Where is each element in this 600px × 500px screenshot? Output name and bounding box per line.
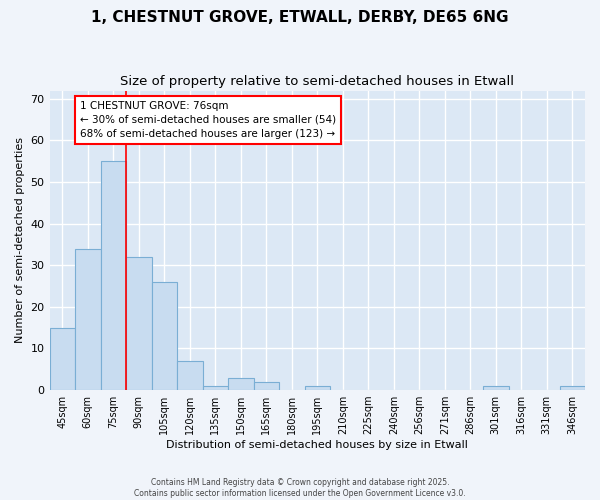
Bar bbox=[50, 328, 75, 390]
Text: 1, CHESTNUT GROVE, ETWALL, DERBY, DE65 6NG: 1, CHESTNUT GROVE, ETWALL, DERBY, DE65 6… bbox=[91, 10, 509, 25]
Bar bbox=[228, 378, 254, 390]
Y-axis label: Number of semi-detached properties: Number of semi-detached properties bbox=[15, 138, 25, 344]
Text: Contains HM Land Registry data © Crown copyright and database right 2025.
Contai: Contains HM Land Registry data © Crown c… bbox=[134, 478, 466, 498]
Bar bbox=[483, 386, 509, 390]
Bar bbox=[177, 361, 203, 390]
Bar bbox=[101, 162, 126, 390]
Bar bbox=[126, 257, 152, 390]
Bar bbox=[560, 386, 585, 390]
Bar bbox=[203, 386, 228, 390]
Bar bbox=[305, 386, 330, 390]
X-axis label: Distribution of semi-detached houses by size in Etwall: Distribution of semi-detached houses by … bbox=[166, 440, 468, 450]
Bar bbox=[254, 382, 279, 390]
Bar bbox=[75, 248, 101, 390]
Text: 1 CHESTNUT GROVE: 76sqm
← 30% of semi-detached houses are smaller (54)
68% of se: 1 CHESTNUT GROVE: 76sqm ← 30% of semi-de… bbox=[80, 101, 336, 139]
Title: Size of property relative to semi-detached houses in Etwall: Size of property relative to semi-detach… bbox=[120, 75, 514, 88]
Bar bbox=[152, 282, 177, 390]
